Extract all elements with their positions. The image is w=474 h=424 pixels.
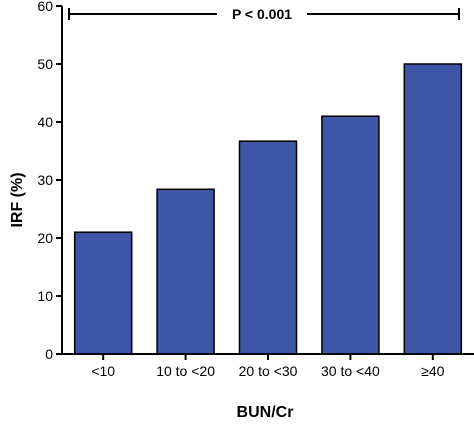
bars-group [73, 63, 463, 355]
y-tick-label-2: 20 [37, 230, 53, 246]
y-tick-label-5: 50 [37, 56, 53, 72]
y-tick-label-0: 0 [45, 346, 53, 362]
y-tick-label-6: 60 [37, 0, 53, 14]
bar-1 [156, 188, 215, 355]
x-axis-title: BUN/Cr [237, 404, 294, 421]
significance-label: P < 0.001 [232, 6, 292, 22]
x-tick-label-0: <10 [91, 363, 115, 379]
bar-3 [321, 115, 380, 355]
y-tick-label-1: 10 [37, 288, 53, 304]
bar-2 [238, 140, 298, 355]
y-tick-label-4: 40 [37, 114, 53, 130]
x-axis: <10 10 to <20 20 to <30 30 to <40 ≥40 [62, 353, 474, 379]
x-tick-label-4: ≥40 [421, 363, 444, 379]
significance-label-background [217, 3, 307, 25]
bar-0 [73, 231, 133, 355]
x-tick-label-1: 10 to <20 [156, 363, 215, 379]
significance-annotation: P < 0.001 [68, 3, 460, 25]
bar-4 [403, 63, 463, 355]
y-axis-title: IRF (%) [9, 172, 26, 227]
y-tick-label-3: 30 [37, 172, 53, 188]
x-tick-label-3: 30 to <40 [321, 363, 380, 379]
x-tick-label-2: 20 to <30 [239, 363, 298, 379]
y-axis: 0 10 20 30 40 50 60 [37, 0, 63, 362]
